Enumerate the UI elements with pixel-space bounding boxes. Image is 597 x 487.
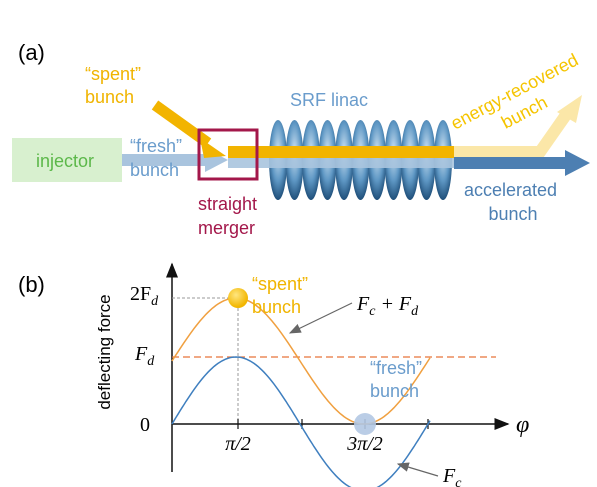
curve-label-sub: d	[411, 304, 419, 319]
curve-label-fc: Fc	[442, 465, 462, 487]
fresh-label-line: “fresh”	[130, 136, 182, 156]
spent-bunch-line: “spent”	[252, 274, 308, 294]
y-axis-label: deflecting force	[95, 294, 114, 409]
curve-label-sub: c	[455, 476, 462, 487]
accelerated-label-line: bunch	[488, 204, 537, 224]
curve-label-part: F	[442, 465, 456, 487]
fresh-beam-linac	[228, 158, 454, 168]
injector-label: injector	[36, 151, 94, 171]
y-label-part: 2F	[130, 283, 151, 305]
spent-label-line: “spent”	[85, 64, 141, 84]
spent-bunch-line: bunch	[252, 297, 301, 317]
panel-label: (b)	[18, 272, 45, 297]
spent-bunch-label: “spent” bunch	[252, 274, 313, 317]
fresh-bunch-line: bunch	[370, 381, 419, 401]
y-label-part: F	[134, 343, 148, 365]
x-label-half-pi: π/2	[225, 433, 251, 455]
accelerated-label-line: accelerated	[464, 180, 557, 200]
curve-label-part: F	[356, 293, 370, 315]
fresh-bunch-label: “fresh” bunch	[370, 358, 427, 401]
spent-label: “spent” bunch	[85, 64, 146, 107]
y-label-sub: d	[147, 354, 155, 369]
spent-bunch-marker	[228, 288, 248, 308]
figure: (a) injector “spent” bunch “fresh” bunch…	[0, 0, 597, 487]
x-label-three-half-pi: 3π/2	[346, 433, 383, 455]
merger-label-line: straight	[198, 194, 257, 214]
y-label-2fd: 2Fd	[130, 283, 159, 309]
x-axis-label: φ	[516, 412, 529, 438]
y-label-zero: 0	[140, 414, 150, 436]
merger-label-line: merger	[198, 218, 255, 238]
linac-label: SRF linac	[290, 90, 368, 110]
accelerated-label: accelerated bunch	[464, 180, 562, 224]
spent-beam-linac	[228, 146, 454, 158]
curve-label-part: + F	[375, 293, 411, 315]
merger-label: straight merger	[198, 194, 262, 238]
spent-label-line: bunch	[85, 87, 134, 107]
fresh-bunch-line: “fresh”	[370, 358, 422, 378]
pointer	[398, 464, 438, 476]
spent-arrowhead	[200, 138, 226, 158]
fresh-bunch-marker	[354, 413, 376, 435]
panel-label: (a)	[18, 40, 45, 65]
fresh-label-line: bunch	[130, 160, 179, 180]
y-label-sub: d	[151, 294, 159, 309]
y-label-fd: Fd	[134, 343, 155, 369]
curve-label-fc-fd: Fc + Fd	[356, 293, 419, 319]
